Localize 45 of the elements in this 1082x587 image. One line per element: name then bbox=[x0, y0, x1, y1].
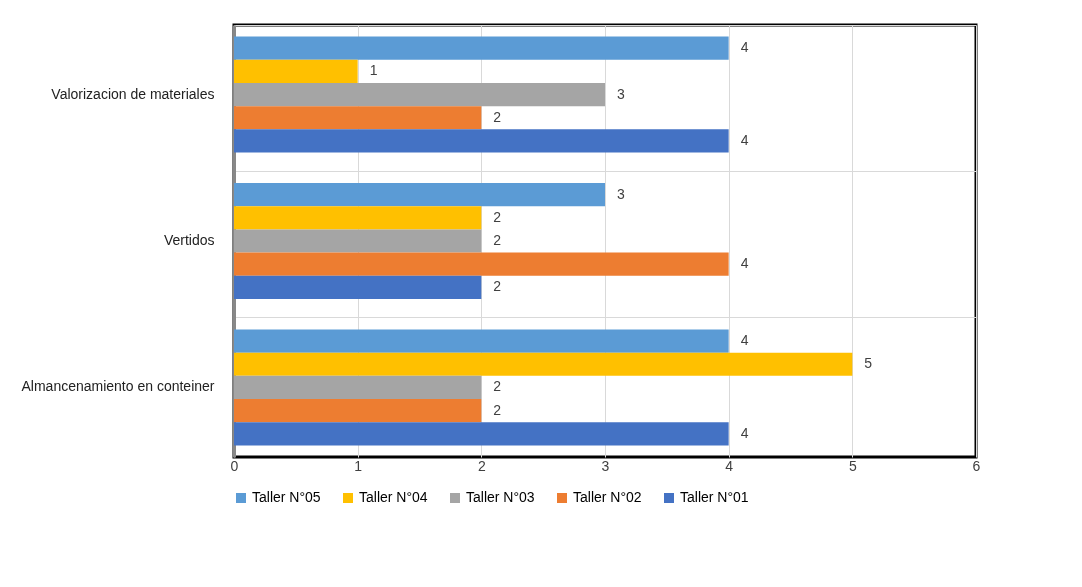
x-tick-label: 6 bbox=[972, 457, 981, 474]
data-label: 2 bbox=[493, 108, 502, 125]
x-tick-label: 3 bbox=[601, 457, 610, 474]
data-label: 2 bbox=[493, 208, 502, 225]
data-label: 4 bbox=[740, 131, 749, 148]
x-tick-label: 5 bbox=[848, 457, 857, 474]
x-tick-label: 4 bbox=[725, 457, 734, 474]
legend-label: Taller N°04 bbox=[359, 489, 428, 505]
bar bbox=[234, 275, 482, 299]
data-label: 4 bbox=[740, 424, 749, 441]
bar bbox=[234, 375, 482, 400]
bar bbox=[234, 399, 482, 423]
bar bbox=[234, 229, 482, 253]
x-tick-label: 2 bbox=[477, 457, 486, 474]
y-tick-label: Vertidos bbox=[163, 232, 215, 248]
legend-label: Taller N°02 bbox=[573, 489, 642, 505]
bar bbox=[234, 106, 482, 130]
data-label: 4 bbox=[740, 39, 749, 56]
data-label: 3 bbox=[617, 185, 625, 202]
legend-label: Taller N°01 bbox=[680, 489, 749, 505]
data-label: 5 bbox=[864, 355, 873, 372]
bar bbox=[234, 352, 853, 376]
bar bbox=[234, 129, 729, 153]
data-label: 2 bbox=[493, 278, 502, 295]
bar bbox=[234, 422, 729, 446]
legend-label: Taller N°05 bbox=[252, 489, 321, 505]
bar bbox=[234, 183, 605, 207]
data-label: 4 bbox=[740, 332, 749, 349]
y-tick-label: Almancenamiento en conteiner bbox=[21, 378, 215, 395]
data-label: 2 bbox=[493, 378, 502, 395]
bar bbox=[234, 82, 605, 107]
bar bbox=[234, 252, 729, 276]
data-label: 4 bbox=[740, 255, 749, 272]
bar bbox=[234, 36, 729, 60]
y-tick-label: Valorizacion de materiales bbox=[51, 85, 215, 102]
data-label: 2 bbox=[493, 232, 502, 248]
bar bbox=[234, 59, 358, 83]
bar bbox=[234, 206, 482, 230]
data-label: 1 bbox=[369, 62, 378, 79]
legend-label: Taller N°03 bbox=[466, 489, 535, 505]
x-tick-label: 0 bbox=[230, 457, 239, 474]
x-tick-label: 1 bbox=[354, 457, 363, 474]
data-label: 2 bbox=[493, 401, 502, 418]
bar bbox=[234, 329, 729, 353]
data-label: 3 bbox=[617, 85, 625, 102]
